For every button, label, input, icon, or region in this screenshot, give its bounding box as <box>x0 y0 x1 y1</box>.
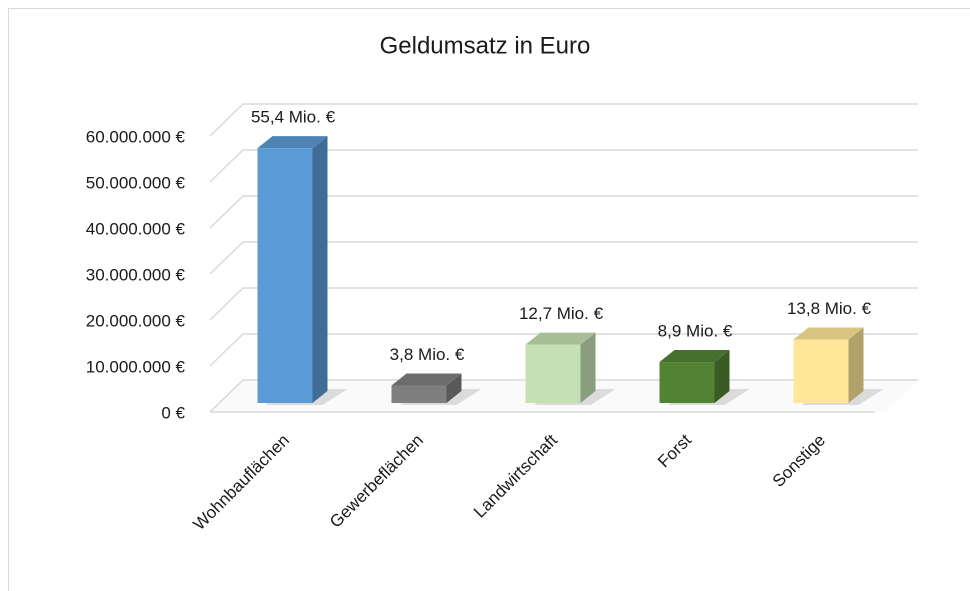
y-tick-label: 0 € <box>161 403 185 422</box>
value-label: 8,9 Mio. € <box>658 322 733 341</box>
bar-top <box>391 373 462 386</box>
grid-line <box>209 103 918 137</box>
bar <box>391 385 447 403</box>
bar-side <box>714 350 730 403</box>
y-tick-label: 20.000.000 € <box>86 311 186 330</box>
bar-top <box>257 136 328 149</box>
y-tick-label: 30.000.000 € <box>86 265 186 284</box>
bar-top <box>659 350 730 363</box>
grid-line <box>209 241 918 275</box>
chart-title: Geldumsatz in Euro <box>380 32 591 59</box>
grid-line <box>209 333 918 367</box>
grid-line <box>209 195 918 229</box>
bar <box>659 362 715 403</box>
grid-line <box>209 287 918 321</box>
chart-frame <box>8 8 970 591</box>
bar-top <box>525 332 596 345</box>
bar <box>793 339 849 403</box>
bar-side <box>848 327 864 403</box>
value-label: 55,4 Mio. € <box>251 108 336 127</box>
bar-top <box>793 327 864 340</box>
bar-side <box>446 373 462 403</box>
bar <box>257 148 313 403</box>
y-tick-label: 50.000.000 € <box>86 173 186 192</box>
value-label: 3,8 Mio. € <box>390 345 465 364</box>
y-tick-label: 60.000.000 € <box>86 127 186 146</box>
bar-side <box>580 332 596 403</box>
grid-line <box>209 149 918 183</box>
value-label: 13,8 Mio. € <box>787 299 872 318</box>
y-tick-label: 10.000.000 € <box>86 357 186 376</box>
bar-side <box>312 136 328 403</box>
bar <box>525 344 581 403</box>
y-tick-label: 40.000.000 € <box>86 219 186 238</box>
value-label: 12,7 Mio. € <box>519 304 604 323</box>
